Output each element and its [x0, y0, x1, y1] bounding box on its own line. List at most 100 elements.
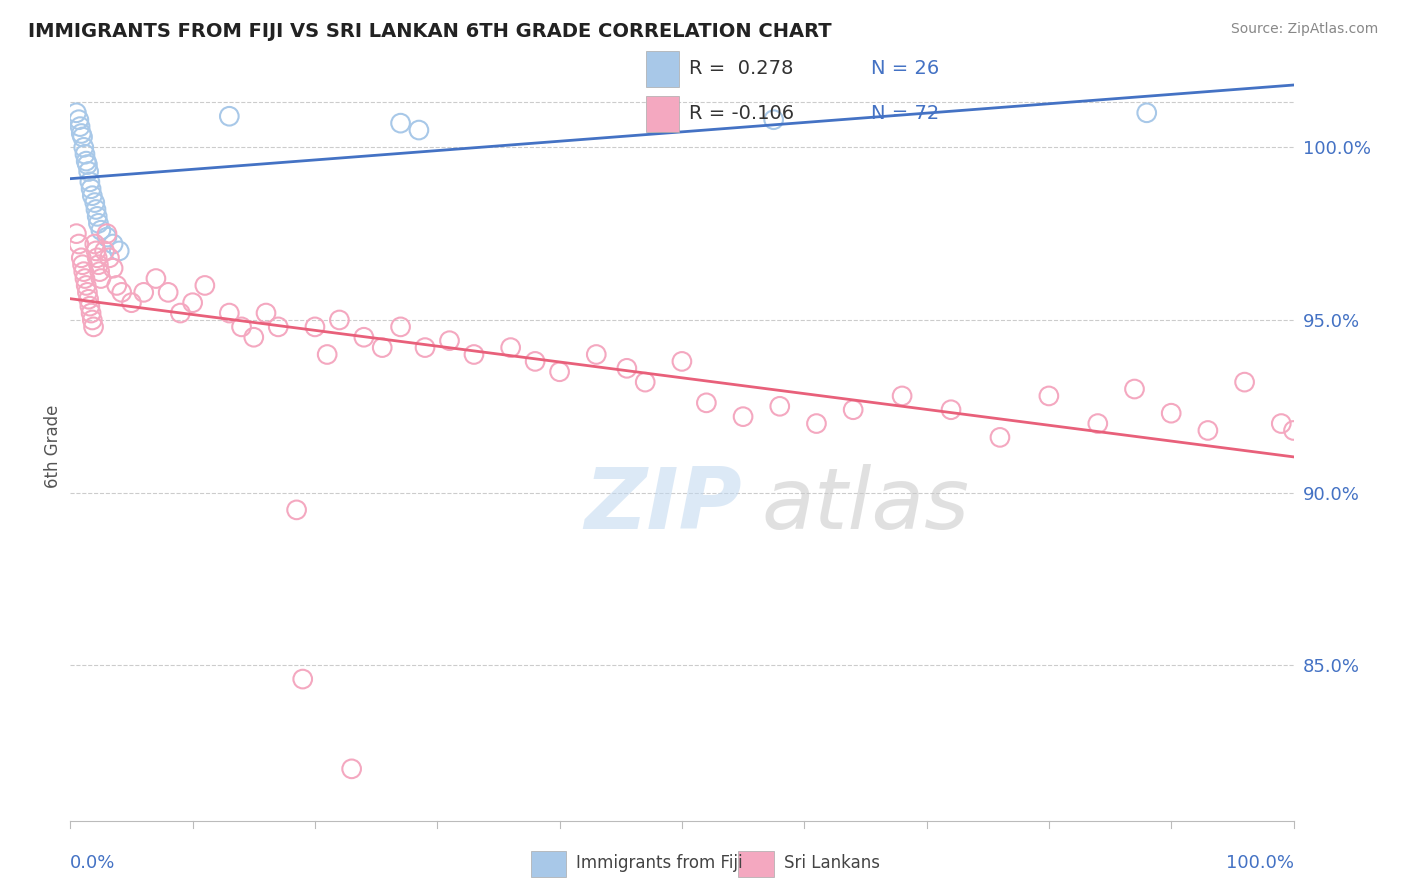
Point — [82, 188, 104, 202]
Point — [77, 164, 100, 178]
Point — [101, 237, 124, 252]
Point — [634, 375, 657, 389]
Point — [1160, 406, 1182, 420]
Point — [1136, 105, 1159, 120]
Point — [96, 230, 118, 244]
Point — [76, 158, 98, 172]
Point — [1123, 382, 1146, 396]
Point — [1233, 375, 1256, 389]
Point — [891, 389, 914, 403]
Point — [231, 319, 253, 334]
Text: ZIP: ZIP — [583, 465, 742, 548]
Point — [267, 319, 290, 334]
Point — [285, 503, 308, 517]
Text: IMMIGRANTS FROM FIJI VS SRI LANKAN 6TH GRADE CORRELATION CHART: IMMIGRANTS FROM FIJI VS SRI LANKAN 6TH G… — [28, 22, 832, 41]
Point — [101, 261, 124, 276]
Point — [84, 244, 107, 258]
Point — [389, 116, 412, 130]
Point — [157, 285, 180, 300]
FancyBboxPatch shape — [531, 851, 567, 877]
Point — [1282, 424, 1305, 438]
Text: N = 72: N = 72 — [870, 104, 939, 123]
Point — [83, 237, 105, 252]
Point — [616, 361, 638, 376]
Point — [111, 285, 134, 300]
Y-axis label: 6th Grade: 6th Grade — [44, 404, 62, 488]
Point — [762, 112, 785, 127]
Text: 100.0%: 100.0% — [1226, 855, 1294, 872]
Text: R =  0.278: R = 0.278 — [689, 60, 793, 78]
Text: Sri Lankans: Sri Lankans — [785, 854, 880, 872]
Point — [69, 120, 91, 134]
Point — [389, 319, 412, 334]
Point — [548, 365, 571, 379]
Point — [73, 147, 96, 161]
Point — [121, 295, 143, 310]
Point — [76, 285, 98, 300]
Point — [67, 112, 90, 127]
Point — [108, 244, 131, 258]
Point — [79, 299, 101, 313]
Point — [87, 258, 110, 272]
Point — [806, 417, 828, 431]
Point — [83, 319, 105, 334]
Text: Source: ZipAtlas.com: Source: ZipAtlas.com — [1230, 22, 1378, 37]
Point — [585, 347, 607, 361]
Point — [194, 278, 217, 293]
Point — [408, 123, 430, 137]
Point — [499, 341, 522, 355]
Point — [77, 292, 100, 306]
Point — [87, 216, 110, 230]
Text: 0.0%: 0.0% — [70, 855, 115, 872]
FancyBboxPatch shape — [647, 51, 679, 87]
Point — [671, 354, 693, 368]
Point — [842, 402, 865, 417]
Point — [1270, 417, 1292, 431]
Point — [70, 127, 93, 141]
Point — [169, 306, 191, 320]
Point — [72, 258, 94, 272]
Point — [105, 278, 128, 293]
Point — [90, 271, 112, 285]
Point — [413, 341, 436, 355]
Point — [75, 278, 97, 293]
Point — [939, 402, 962, 417]
Point — [218, 109, 240, 123]
Point — [79, 175, 101, 189]
Point — [353, 330, 375, 344]
FancyBboxPatch shape — [647, 96, 679, 132]
Point — [304, 319, 326, 334]
Point — [181, 295, 204, 310]
Point — [243, 330, 266, 344]
Point — [988, 430, 1011, 444]
Point — [80, 182, 103, 196]
Point — [67, 237, 90, 252]
Text: N = 26: N = 26 — [870, 60, 939, 78]
Point — [463, 347, 485, 361]
FancyBboxPatch shape — [738, 851, 773, 877]
Point — [218, 306, 240, 320]
Point — [328, 313, 350, 327]
Point — [371, 341, 394, 355]
Text: R = -0.106: R = -0.106 — [689, 104, 794, 123]
Text: Immigrants from Fiji: Immigrants from Fiji — [576, 854, 744, 872]
Point — [86, 251, 108, 265]
Point — [84, 202, 107, 217]
Point — [75, 154, 97, 169]
Point — [89, 265, 111, 279]
Point — [145, 271, 167, 285]
Point — [93, 244, 115, 258]
Point — [70, 251, 93, 265]
Point — [82, 313, 104, 327]
Point — [439, 334, 461, 348]
Point — [65, 227, 87, 241]
Point — [65, 105, 87, 120]
Point — [98, 251, 121, 265]
Point — [96, 227, 118, 241]
Point — [695, 396, 717, 410]
Point — [86, 210, 108, 224]
Point — [524, 354, 547, 368]
Point — [73, 265, 96, 279]
Point — [1197, 424, 1219, 438]
Point — [254, 306, 277, 320]
